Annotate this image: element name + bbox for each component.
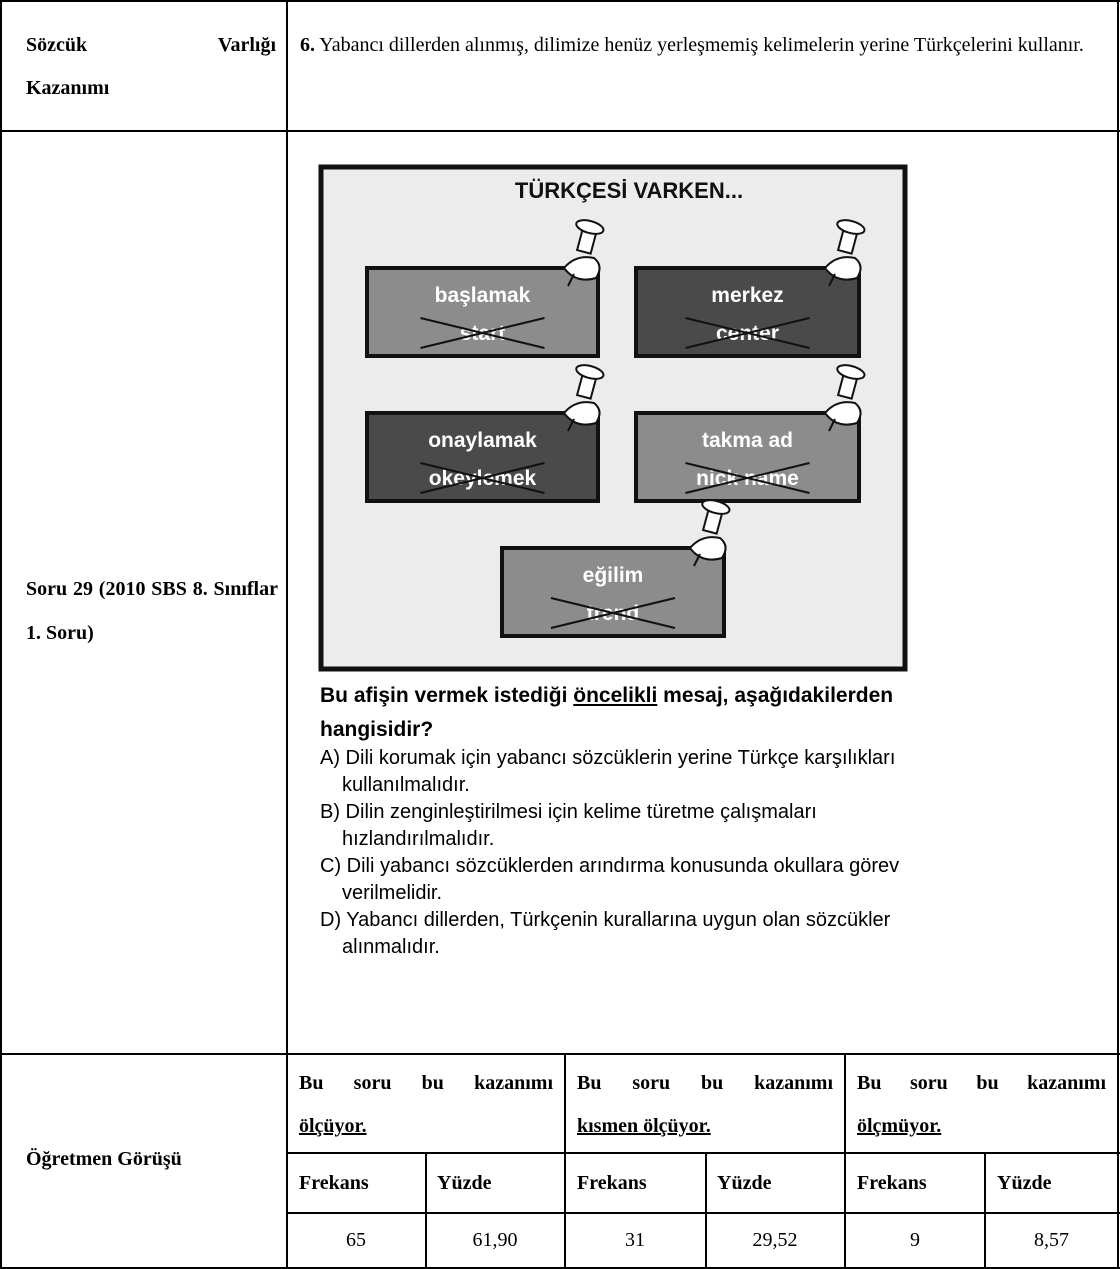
border [844, 1053, 846, 1269]
border [984, 1152, 986, 1269]
strike [685, 462, 810, 494]
pushpin [567, 273, 575, 287]
border [564, 1053, 566, 1269]
border [287, 1212, 1120, 1214]
criterion-number: 6. [300, 34, 315, 56]
frequency-header: Frekans [577, 1172, 647, 1194]
frequency-value: 9 [910, 1229, 920, 1251]
percent-value: 61,90 [472, 1229, 518, 1251]
criterion-text: 6. Yabancı dillerden alınmış, dilimize h… [300, 24, 1106, 67]
pushpin [562, 256, 601, 281]
note [634, 411, 861, 503]
option: C) Dili yabancı sözcüklerden arındırma k… [320, 855, 900, 904]
pushpin [562, 401, 601, 426]
label-line: Kazanımı [26, 77, 110, 99]
frequency-header: Frekans [857, 1172, 927, 1194]
border [287, 1152, 1120, 1154]
strike [550, 597, 676, 629]
note-word: onaylamak [428, 429, 537, 452]
poster: TÜRKÇESİ VARKEN... başlamakstartmerkezce… [318, 164, 908, 672]
border [425, 1152, 427, 1269]
pushpin [836, 219, 866, 235]
option: A) Dili korumak için yabancı sözcüklerin… [320, 747, 896, 796]
note [500, 546, 726, 638]
group-emphasis: kısmen ölçüyor. [577, 1115, 711, 1137]
pushpin [828, 418, 836, 432]
criterion-label: Sözcük Varlığı Kazanımı [26, 24, 276, 110]
pushpin [701, 499, 731, 515]
percent-value: 8,57 [1034, 1229, 1069, 1251]
pushpin [575, 219, 605, 235]
group-emphasis: ölçmüyor. [857, 1115, 942, 1137]
note [365, 266, 600, 358]
note-word: başlamak [435, 284, 531, 307]
note-word: merkez [711, 284, 783, 307]
border [0, 1267, 1120, 1269]
note-word: eğilim [583, 564, 644, 587]
border [705, 1152, 707, 1269]
border [1117, 0, 1119, 1269]
criterion-description: Yabancı dillerden alınmış, dilimize henü… [319, 34, 1084, 56]
stem-underlined: öncelikli [573, 684, 658, 707]
strike [420, 462, 545, 494]
strike [420, 317, 545, 349]
note [634, 266, 861, 358]
label-line: Sözcük Varlığı [26, 34, 276, 56]
group-lead: Bu soru bu kazanımı [857, 1072, 1106, 1094]
stem-text: mesaj, aşağıdakilerden hangisidir? [320, 684, 894, 741]
group-lead: Bu soru bu kazanımı [577, 1072, 833, 1094]
note [365, 411, 600, 503]
option: B) Dilin zenginleştirilmesi için kelime … [320, 801, 817, 850]
question-label: Soru 29 (2010 SBS 8. Sınıflar 1. Soru) [26, 578, 278, 644]
pushpin [836, 364, 866, 380]
frequency-value: 31 [625, 1229, 645, 1251]
pushpin [688, 536, 727, 561]
pushpin [693, 553, 701, 567]
border [0, 130, 1120, 132]
border [286, 0, 288, 1269]
question-stem: Bu afişin vermek istediği öncelikli mesa… [320, 679, 960, 747]
options: A) Dili korumak için yabancı sözcüklerin… [320, 745, 960, 961]
group-lead: Bu soru bu kazanımı [299, 1072, 553, 1094]
frequency-header: Frekans [299, 1172, 369, 1194]
pushpin [828, 273, 836, 287]
poster-title: TÜRKÇESİ VARKEN... [515, 178, 743, 203]
border [0, 1053, 1120, 1055]
strike [685, 317, 810, 349]
percent-header: Yüzde [717, 1172, 772, 1194]
percent-header: Yüzde [997, 1172, 1052, 1194]
pushpin [823, 401, 862, 426]
pushpin [575, 364, 605, 380]
pushpin [567, 418, 575, 432]
note-word: takma ad [702, 429, 793, 452]
option: D) Yabancı dillerden, Türkçenin kurallar… [320, 909, 891, 958]
border [0, 0, 1120, 2]
opinion-label: Öğretmen Görüşü [26, 1148, 182, 1170]
border [0, 0, 2, 1269]
percent-value: 29,52 [752, 1229, 798, 1251]
pushpin [823, 256, 862, 281]
frequency-value: 65 [346, 1229, 366, 1251]
percent-header: Yüzde [437, 1172, 492, 1194]
group-emphasis: ölçüyor. [299, 1115, 367, 1137]
stem-text: Bu afişin vermek istediği [320, 684, 568, 707]
